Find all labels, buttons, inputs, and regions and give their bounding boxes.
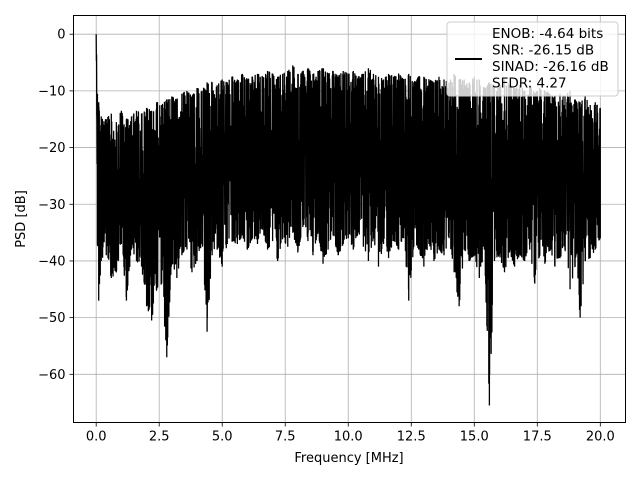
x-tick-label: 7.5 xyxy=(275,430,296,445)
y-axis-label: PSD [dB] xyxy=(14,190,29,248)
y-tick-label: −20 xyxy=(38,141,65,156)
x-axis: 0.0 2.5 5.0 7.5 10.0 12.5 15.0 17.5 20.0 xyxy=(86,422,615,445)
y-tick-label: −30 xyxy=(38,198,65,213)
legend-entry-enob: ENOB: -4.64 bits xyxy=(492,26,603,42)
legend-entry-sinad: SINAD: -26.16 dB xyxy=(492,59,609,75)
y-tick-label: −40 xyxy=(38,254,65,269)
psd-series xyxy=(95,34,601,406)
x-tick-label: 17.5 xyxy=(523,430,552,445)
x-tick-label: 0.0 xyxy=(86,430,107,445)
x-tick-label: 10.0 xyxy=(334,430,363,445)
y-tick-label: −50 xyxy=(38,311,65,326)
legend-entry-sfdr: SFDR: 4.27 xyxy=(492,76,567,92)
y-axis: 0 −10 −20 −30 −40 −50 −60 xyxy=(38,28,74,383)
legend: ENOB: -4.64 bits SNR: -26.15 dB SINAD: -… xyxy=(446,21,619,97)
plot-frame xyxy=(73,15,626,423)
x-tick-label: 12.5 xyxy=(397,430,426,445)
x-tick-label: 5.0 xyxy=(212,430,233,445)
y-tick-label: 0 xyxy=(57,28,65,43)
x-axis-label: Frequency [MHz] xyxy=(294,451,403,466)
y-tick-label: −10 xyxy=(38,84,65,99)
y-tick-label: −60 xyxy=(38,368,65,383)
x-tick-label: 2.5 xyxy=(149,430,170,445)
x-tick-label: 15.0 xyxy=(460,430,489,445)
x-tick-label: 20.0 xyxy=(586,430,615,445)
legend-entry-snr: SNR: -26.15 dB xyxy=(492,43,594,59)
psd-line xyxy=(95,34,601,406)
legend-box xyxy=(446,21,619,97)
